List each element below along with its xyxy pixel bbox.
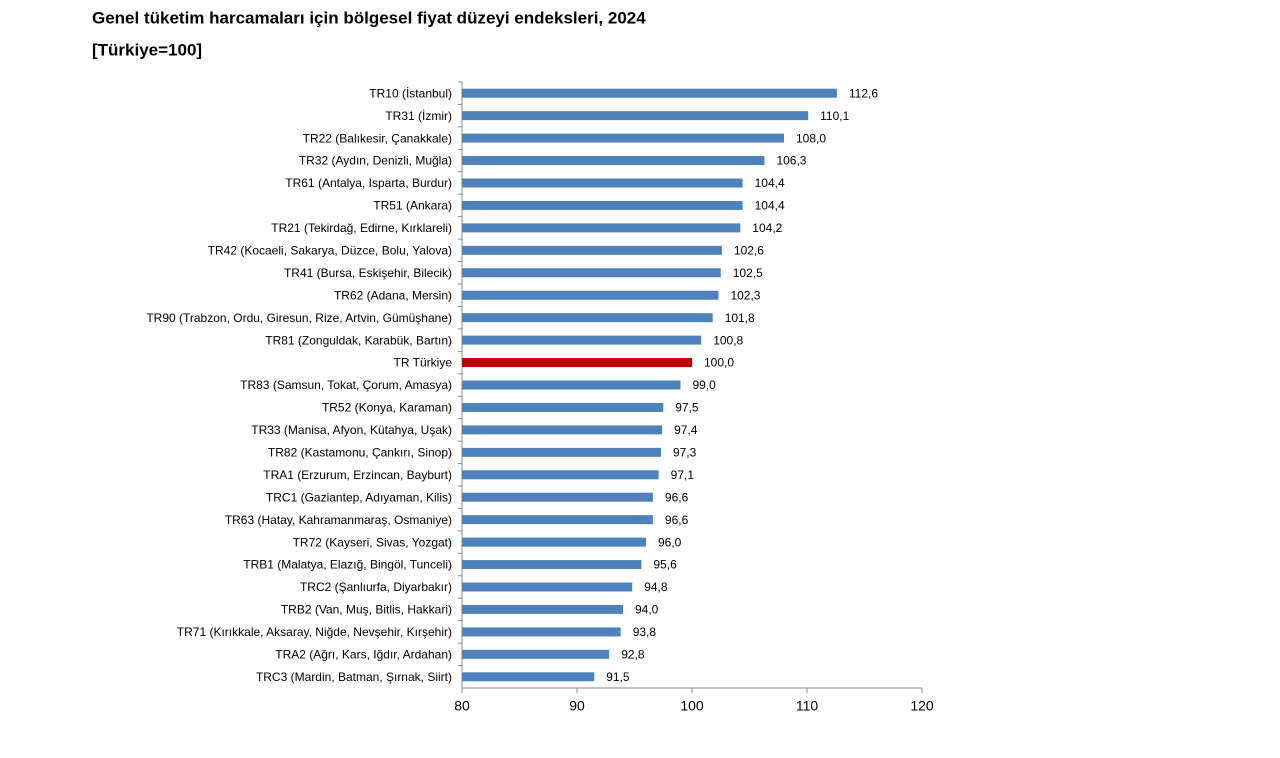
bar <box>462 223 741 233</box>
value-label: 102,3 <box>730 288 760 302</box>
value-label: 100,8 <box>713 333 743 347</box>
value-label: 94,8 <box>644 580 668 594</box>
value-label: 110,1 <box>820 109 849 123</box>
bar <box>462 133 784 143</box>
bar <box>462 492 653 502</box>
bar <box>462 178 743 188</box>
y-tick-label: TR52 (Konya, Karaman) <box>322 401 452 415</box>
value-label: 91,5 <box>606 670 630 684</box>
value-label: 97,1 <box>671 468 695 482</box>
bar <box>462 313 713 323</box>
value-label: 97,5 <box>675 401 699 415</box>
value-label: 112,6 <box>849 86 878 100</box>
value-label: 97,3 <box>673 446 697 460</box>
bar <box>462 447 661 457</box>
x-tick-label: 100 <box>680 698 704 714</box>
value-label: 108,0 <box>796 131 826 145</box>
y-tick-label: TRB2 (Van, Muş, Bitlis, Hakkari) <box>281 603 452 617</box>
y-tick-label: TRA2 (Ağrı, Kars, Iğdır, Ardahan) <box>275 648 452 662</box>
value-label: 101,8 <box>725 311 755 325</box>
value-label: 93,8 <box>633 625 657 639</box>
bar <box>462 111 809 121</box>
bar <box>462 200 743 210</box>
bar <box>462 268 721 278</box>
chart-subtitle: [Türkiye=100] <box>92 40 202 59</box>
y-tick-label: TR42 (Kocaeli, Sakarya, Düzce, Bolu, Yal… <box>208 244 452 258</box>
bar <box>462 335 702 345</box>
y-tick-label: TR51 (Ankara) <box>373 199 452 213</box>
y-tick-label: TR31 (İzmir) <box>385 109 452 123</box>
x-tick-label: 120 <box>910 698 934 714</box>
value-label: 100,0 <box>704 356 734 370</box>
value-label: 96,0 <box>658 535 682 549</box>
y-tick-label: TR72 (Kayseri, Sivas, Yozgat) <box>293 535 452 549</box>
x-tick-label: 80 <box>454 698 470 714</box>
value-label: 94,0 <box>635 603 659 617</box>
y-tick-label: TR81 (Zonguldak, Karabük, Bartın) <box>265 333 452 347</box>
bar <box>462 627 621 637</box>
bar <box>462 672 595 682</box>
value-label: 96,6 <box>665 490 689 504</box>
value-label: 97,4 <box>674 423 698 437</box>
y-tick-label: TR71 (Kırıkkale, Aksaray, Niğde, Nevşehi… <box>177 625 452 639</box>
value-label: 104,4 <box>755 199 785 213</box>
bar <box>462 582 633 592</box>
x-tick-label: 110 <box>796 698 819 714</box>
value-label: 99,0 <box>693 378 717 392</box>
bar <box>462 649 610 659</box>
y-tick-label: TR21 (Tekirdağ, Edirne, Kırklareli) <box>271 221 452 235</box>
y-tick-label: TR10 (İstanbul) <box>369 86 452 100</box>
bar <box>462 537 646 547</box>
value-label: 104,2 <box>752 221 782 235</box>
y-tick-label: TR33 (Manisa, Afyon, Kütahya, Uşak) <box>251 423 452 437</box>
bar <box>462 358 692 368</box>
value-label: 102,6 <box>734 244 764 258</box>
x-tick-label: 90 <box>569 698 585 714</box>
y-tick-label: TR Türkiye <box>394 356 453 370</box>
bar <box>462 245 722 255</box>
bar <box>462 156 765 166</box>
bar <box>462 290 719 300</box>
bar <box>462 425 663 435</box>
value-label: 106,3 <box>776 154 806 168</box>
value-label: 96,6 <box>665 513 689 527</box>
bar <box>462 470 659 480</box>
bar <box>462 560 642 570</box>
y-tick-label: TRA1 (Erzurum, Erzincan, Bayburt) <box>263 468 452 482</box>
bar <box>462 380 681 390</box>
value-label: 104,4 <box>755 176 785 190</box>
bar <box>462 515 653 525</box>
y-tick-label: TR32 (Aydın, Denizli, Muğla) <box>299 154 452 168</box>
y-tick-label: TR61 (Antalya, Isparta, Burdur) <box>285 176 452 190</box>
value-label: 92,8 <box>621 648 645 662</box>
y-tick-label: TR82 (Kastamonu, Çankırı, Sinop) <box>268 446 452 460</box>
value-label: 102,5 <box>733 266 763 280</box>
y-tick-label: TR41 (Bursa, Eskişehir, Bilecik) <box>284 266 452 280</box>
chart-title: Genel tüketim harcamaları için bölgesel … <box>92 8 646 27</box>
y-tick-label: TRC1 (Gaziantep, Adıyaman, Kilis) <box>266 490 452 504</box>
bar <box>462 402 664 412</box>
y-tick-label: TRC3 (Mardin, Batman, Şırnak, Siirt) <box>256 670 452 684</box>
y-tick-label: TRC2 (Şanlıurfa, Diyarbakır) <box>300 580 452 594</box>
y-tick-label: TR83 (Samsun, Tokat, Çorum, Amasya) <box>240 378 452 392</box>
y-tick-label: TR22 (Balıkesir, Çanakkale) <box>303 131 452 145</box>
bar <box>462 604 623 614</box>
y-tick-label: TRB1 (Malatya, Elazığ, Bingöl, Tunceli) <box>243 558 452 572</box>
bar <box>462 88 837 98</box>
y-tick-label: TR62 (Adana, Mersin) <box>334 288 452 302</box>
y-tick-label: TR63 (Hatay, Kahramanmaraş, Osmaniye) <box>225 513 452 527</box>
y-tick-label: TR90 (Trabzon, Ordu, Giresun, Rize, Artv… <box>146 311 452 325</box>
value-label: 95,6 <box>653 558 677 572</box>
